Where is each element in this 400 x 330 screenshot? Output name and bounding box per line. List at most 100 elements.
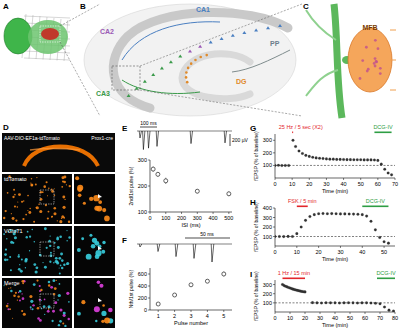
- puncta: [33, 221, 35, 223]
- puncta: [62, 196, 65, 199]
- y-tick: [273, 236, 275, 237]
- y-tick: [148, 160, 150, 161]
- x-tick-label: 50: [358, 181, 364, 187]
- data-point: [357, 213, 360, 216]
- y-axis-label: fEPSP (% of baseline): [253, 202, 259, 252]
- puncta-zoom: [77, 312, 81, 316]
- data-point: [343, 302, 346, 305]
- data-point: [287, 164, 290, 167]
- x-tick-label: 30: [323, 181, 329, 187]
- brain-slice: [28, 20, 68, 54]
- data-point: [311, 156, 314, 159]
- puncta: [12, 242, 14, 244]
- puncta: [29, 235, 31, 237]
- puncta: [27, 210, 28, 211]
- neuron: [151, 73, 155, 76]
- data-point: [342, 158, 345, 161]
- data-point: [304, 291, 307, 294]
- puncta: [37, 307, 40, 310]
- figure: CA1CA2CA3DGPPMFBAAV-DIO-EF1a-tdTomatoPro…: [0, 0, 400, 330]
- vesicle: [361, 59, 364, 62]
- puncta: [57, 220, 58, 221]
- puncta: [13, 189, 15, 191]
- vesicle: [374, 57, 377, 60]
- puncta: [5, 210, 7, 212]
- x-tick-label: 100: [161, 215, 170, 221]
- puncta: [40, 289, 42, 291]
- data-point: [222, 272, 226, 276]
- x-tick-label: 40: [359, 249, 365, 255]
- scale-bar-time: [140, 127, 157, 128]
- puncta: [17, 201, 18, 202]
- region-label: CA3: [96, 90, 110, 97]
- puncta: [8, 288, 9, 289]
- y-tick-label: 100: [263, 162, 272, 168]
- micrograph-zoom: [74, 278, 115, 328]
- puncta: [49, 245, 51, 247]
- vesicle: [367, 68, 370, 71]
- baseline: [275, 165, 395, 166]
- puncta: [36, 280, 38, 282]
- panel-c: MFB: [306, 4, 396, 118]
- puncta: [50, 252, 52, 254]
- data-point: [374, 302, 377, 305]
- puncta: [25, 214, 27, 216]
- data-point: [339, 213, 342, 216]
- neuron: [127, 94, 131, 97]
- vesicle: [373, 62, 376, 65]
- puncta: [25, 267, 26, 268]
- data-point: [164, 179, 168, 183]
- annotation-label: DCG-IV: [366, 198, 386, 204]
- neuron: [143, 80, 147, 83]
- y-tick-label: 400: [263, 205, 272, 211]
- puncta-zoom: [101, 311, 106, 316]
- granule-cell: [205, 54, 208, 57]
- y-tick: [273, 165, 275, 166]
- puncta: [31, 184, 33, 186]
- annotation-label: FSK / 5 min: [288, 198, 317, 204]
- data-point: [356, 302, 359, 305]
- y-tick: [273, 293, 275, 294]
- puncta: [29, 295, 32, 298]
- puncta: [19, 264, 20, 265]
- x-tick-label: 5: [222, 313, 225, 319]
- data-point: [365, 302, 368, 305]
- puncta: [43, 185, 46, 188]
- puncta: [53, 207, 56, 210]
- y-axis: [275, 134, 276, 178]
- y-tick-label: 100: [138, 209, 147, 215]
- x-tick: [191, 310, 192, 312]
- puncta: [48, 211, 50, 213]
- puncta: [48, 308, 49, 309]
- puncta: [39, 285, 41, 287]
- x-tick: [365, 312, 366, 314]
- puncta: [42, 191, 44, 193]
- y-axis-label: Nth/1st pulse (%): [128, 269, 134, 308]
- data-point: [356, 158, 359, 161]
- y-tick: [273, 208, 275, 209]
- puncta-zoom: [104, 317, 110, 323]
- granule-cell: [187, 67, 190, 70]
- annotation-label: DCG-IV: [373, 124, 393, 130]
- puncta: [43, 305, 46, 308]
- y-tick-label: 200: [263, 150, 272, 156]
- puncta: [52, 279, 55, 282]
- puncta: [60, 252, 63, 255]
- x-tick-label: 10: [287, 315, 293, 321]
- puncta: [54, 287, 57, 290]
- panel-letter: E: [122, 124, 128, 133]
- y-axis-label: fEPSP (% of baseline): [253, 271, 259, 321]
- data-point: [309, 215, 312, 218]
- panel-b: CA1CA2CA3DGPP: [84, 4, 302, 116]
- puncta-zoom: [91, 244, 96, 249]
- y-axis-label: 2nd/1st pulse (%): [128, 166, 134, 205]
- x-tick: [384, 246, 385, 248]
- puncta-zoom: [101, 320, 104, 323]
- puncta: [49, 261, 51, 263]
- neuron: [231, 34, 235, 37]
- x-tick-label: 0: [273, 181, 276, 187]
- data-point: [275, 235, 276, 238]
- puncta-zoom: [83, 202, 86, 205]
- trace-spike: [224, 131, 226, 143]
- y-tick: [148, 310, 150, 311]
